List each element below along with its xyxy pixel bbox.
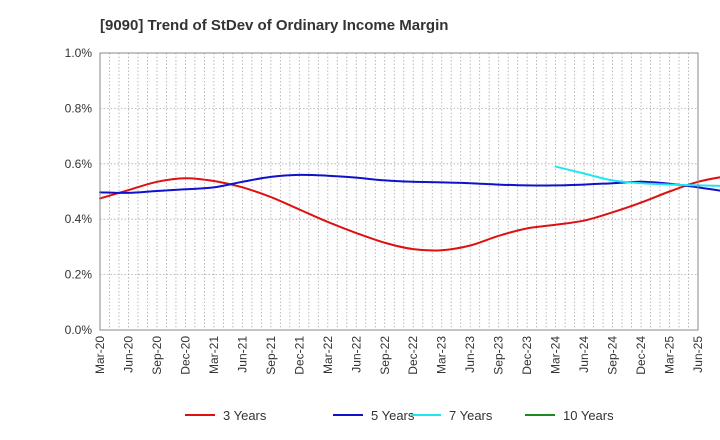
x-tick-label: Dec-23 <box>520 336 534 375</box>
x-tick-label: Jun-21 <box>235 336 249 373</box>
y-tick-label: 0.6% <box>65 157 93 171</box>
legend-item: 7 Years <box>411 408 493 423</box>
series-group <box>99 165 720 252</box>
x-tick-label: Mar-21 <box>207 336 221 374</box>
legend-item: 3 Years <box>185 408 267 423</box>
x-tick-label: Dec-20 <box>178 336 192 375</box>
x-tick-label: Mar-20 <box>93 336 107 374</box>
x-tick-label: Sep-23 <box>492 336 506 375</box>
legend: 3 Years 5 Years 7 Years 10 Years <box>185 408 614 423</box>
x-tick-label: Jun-24 <box>577 336 591 373</box>
plot-border <box>99 52 699 331</box>
x-tick-label: Dec-22 <box>406 336 420 375</box>
plot-area <box>100 53 698 330</box>
x-tick-label: Sep-22 <box>378 336 392 375</box>
x-tick-label: Jun-22 <box>349 336 363 373</box>
y-tick-label: 0.8% <box>65 101 93 115</box>
y-tick-label: 0.0% <box>65 323 93 337</box>
x-tick-label: Sep-24 <box>606 336 620 375</box>
legend-label: 5 Years <box>371 408 415 423</box>
x-tick-label: Dec-21 <box>292 336 306 375</box>
x-tick-label: Mar-22 <box>321 336 335 374</box>
x-axis: Mar-20 Jun-20 Sep-20 Dec-20 Mar-21 Jun-21 Sep-… <box>93 336 705 375</box>
x-tick-label: Jun-23 <box>463 336 477 373</box>
legend-item: 10 Years <box>525 408 614 423</box>
x-tick-label: Jun-25 <box>691 336 705 373</box>
y-tick-label: 1.0% <box>65 46 93 60</box>
chart-title: [9090] Trend of StDev of Ordinary Income… <box>100 17 448 34</box>
legend-label: 3 Years <box>223 408 267 423</box>
x-tick-label: Dec-24 <box>634 336 648 375</box>
x-tick-label: Mar-24 <box>549 336 563 374</box>
x-tick-label: Sep-20 <box>150 336 164 375</box>
x-tick-label: Mar-25 <box>663 336 677 374</box>
legend-label: 10 Years <box>563 408 614 423</box>
x-tick-label: Jun-20 <box>121 336 135 373</box>
series-line <box>554 165 720 187</box>
y-tick-label: 0.2% <box>65 268 93 282</box>
x-tick-label: Mar-23 <box>435 336 449 374</box>
x-tick-label: Sep-21 <box>264 336 278 375</box>
legend-item: 5 Years <box>333 408 415 423</box>
grid <box>100 53 698 330</box>
y-axis: 0.0% 0.2% 0.4% 0.6% 0.8% 1.0% <box>65 46 93 337</box>
y-tick-label: 0.4% <box>65 212 93 226</box>
legend-label: 7 Years <box>449 408 493 423</box>
